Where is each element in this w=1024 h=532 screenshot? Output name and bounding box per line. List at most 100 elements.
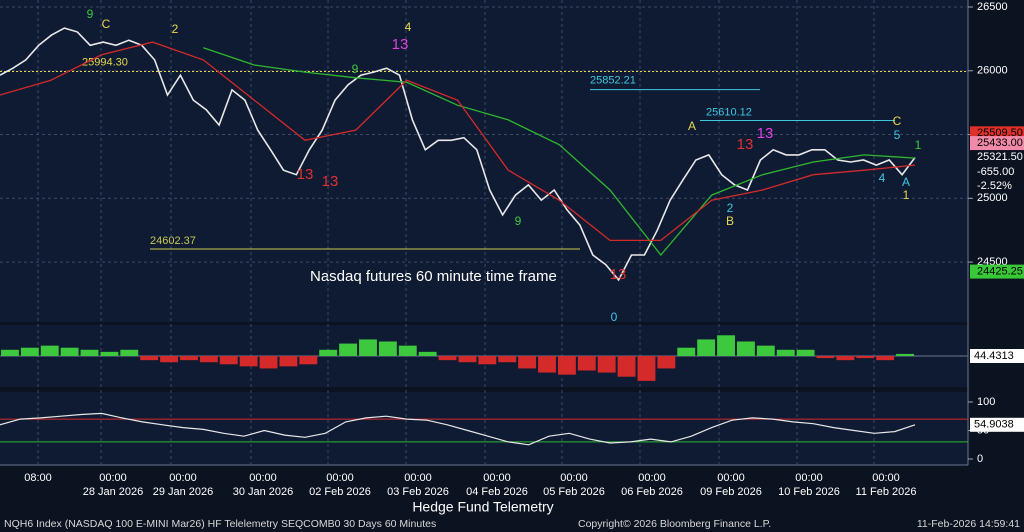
- histogram-bar: [20, 347, 39, 356]
- histogram-bar: [478, 356, 497, 365]
- histogram-bar: [577, 356, 596, 371]
- oscillator-line: [0, 412, 916, 446]
- histogram-bar: [796, 349, 815, 356]
- histogram-bar: [816, 356, 835, 359]
- price-box: [970, 136, 1024, 151]
- histogram-bar: [458, 356, 477, 363]
- level-label: 24602.37: [150, 235, 196, 247]
- histogram-bar: [518, 356, 537, 369]
- histogram-bar: [896, 353, 914, 356]
- count-label: C: [893, 114, 902, 128]
- histogram-bar: [219, 356, 238, 365]
- y-tick-label: 0: [977, 453, 983, 465]
- histogram-bar: [60, 347, 79, 356]
- x-tick-label: 00:00: [560, 472, 588, 484]
- count-label: A: [902, 175, 910, 189]
- histogram-bar: [180, 356, 198, 361]
- histogram-bar: [736, 341, 755, 356]
- x-tick-label: 00:00: [326, 472, 354, 484]
- x-tick-label: 11 Feb 2026: [856, 486, 917, 498]
- moving-average: [203, 47, 916, 257]
- histogram-bar: [160, 356, 179, 363]
- histogram-bar: [717, 335, 735, 356]
- histogram-bar: [299, 356, 318, 365]
- histogram-bar: [438, 356, 457, 361]
- annotation: Nasdaq futures 60 minute time frame: [310, 268, 557, 285]
- value-box: [970, 417, 1024, 432]
- price-box: [970, 150, 1024, 165]
- count-label: C: [102, 17, 111, 31]
- histogram-bar: [677, 347, 696, 356]
- footer-right: 11-Feb-2026 14:59:41: [917, 518, 1020, 530]
- histogram-bar: [199, 356, 218, 363]
- histogram-bar: [538, 356, 556, 373]
- count-label: 9: [515, 214, 522, 228]
- count-label: 1: [903, 188, 910, 202]
- oscillator-last-label: 54.9038: [974, 419, 1014, 431]
- y-tick-label: 26500: [977, 1, 1008, 13]
- histogram-bar: [637, 356, 656, 381]
- histogram-bar: [856, 356, 875, 359]
- price-box-label: 25321.50: [977, 151, 1023, 163]
- histogram-bar: [80, 349, 99, 356]
- histogram-bar: [418, 351, 437, 356]
- y-tick-label: 100: [977, 396, 995, 408]
- histogram-bar: [279, 356, 298, 367]
- histogram-last-label: 44.4313: [974, 350, 1014, 362]
- count-label: 5: [894, 128, 901, 142]
- x-tick-label: 09 Feb 2026: [700, 486, 762, 498]
- histogram-bar: [140, 356, 159, 361]
- count-label: B: [726, 214, 734, 228]
- histogram-bar: [40, 345, 59, 356]
- histogram-bar: [259, 356, 278, 369]
- footer-center: Copyright© 2026 Bloomberg Finance L.P.: [578, 518, 771, 530]
- moving-average: [0, 41, 916, 242]
- histogram-bar: [836, 356, 855, 361]
- x-tick-label: 00:00: [638, 472, 666, 484]
- count-label: 13: [322, 173, 339, 190]
- count-label: 2: [727, 201, 734, 215]
- count-label: 9: [87, 7, 94, 21]
- x-tick-label: 00:00: [717, 472, 745, 484]
- caption: Hedge Fund Telemetry: [412, 499, 553, 515]
- count-label: 13: [392, 36, 409, 53]
- count-label: 9: [352, 62, 359, 76]
- histogram-bar: [378, 341, 397, 356]
- x-tick-label: 29 Jan 2026: [153, 486, 214, 498]
- oscillator-panel: [0, 392, 968, 465]
- x-tick-label: 00:00: [404, 472, 432, 484]
- x-tick-label: 00:00: [483, 472, 511, 484]
- histogram-bar: [876, 356, 895, 361]
- histogram-bar: [617, 356, 636, 377]
- value-box: [970, 349, 1024, 363]
- price-box: [970, 264, 1024, 279]
- histogram-bar: [697, 339, 716, 356]
- histogram-bar: [1, 349, 19, 356]
- x-tick-label: 28 Jan 2026: [83, 486, 144, 498]
- y-tick-label: 26000: [977, 65, 1008, 77]
- x-tick-label: 00:00: [99, 472, 127, 484]
- histogram-bar: [359, 339, 377, 356]
- price-box-label: 24425.25: [977, 266, 1023, 278]
- count-label: 13: [610, 266, 627, 283]
- x-tick-label: 00:00: [169, 472, 197, 484]
- count-label: 2: [172, 22, 179, 36]
- count-label: A: [688, 119, 696, 133]
- histogram-bar: [657, 356, 676, 369]
- footer-left: NQH6 Index (NASDAQ 100 E-MINI Mar26) HF …: [4, 518, 436, 530]
- histogram-bar: [776, 349, 795, 356]
- x-tick-label: 00:00: [249, 472, 277, 484]
- y-tick-label: 25000: [977, 192, 1008, 204]
- x-tick-label: 00:00: [795, 472, 823, 484]
- histogram-bar: [498, 356, 517, 363]
- histogram-bar: [339, 343, 358, 356]
- count-label: 13: [757, 125, 774, 142]
- histogram-bar: [239, 356, 258, 367]
- change: -655.00: [977, 166, 1014, 178]
- x-tick-label: 08:00: [24, 472, 52, 484]
- x-tick-label: 02 Feb 2026: [309, 486, 371, 498]
- price-line: [0, 27, 916, 282]
- histogram-bar: [756, 345, 775, 356]
- x-tick-label: 30 Jan 2026: [233, 486, 294, 498]
